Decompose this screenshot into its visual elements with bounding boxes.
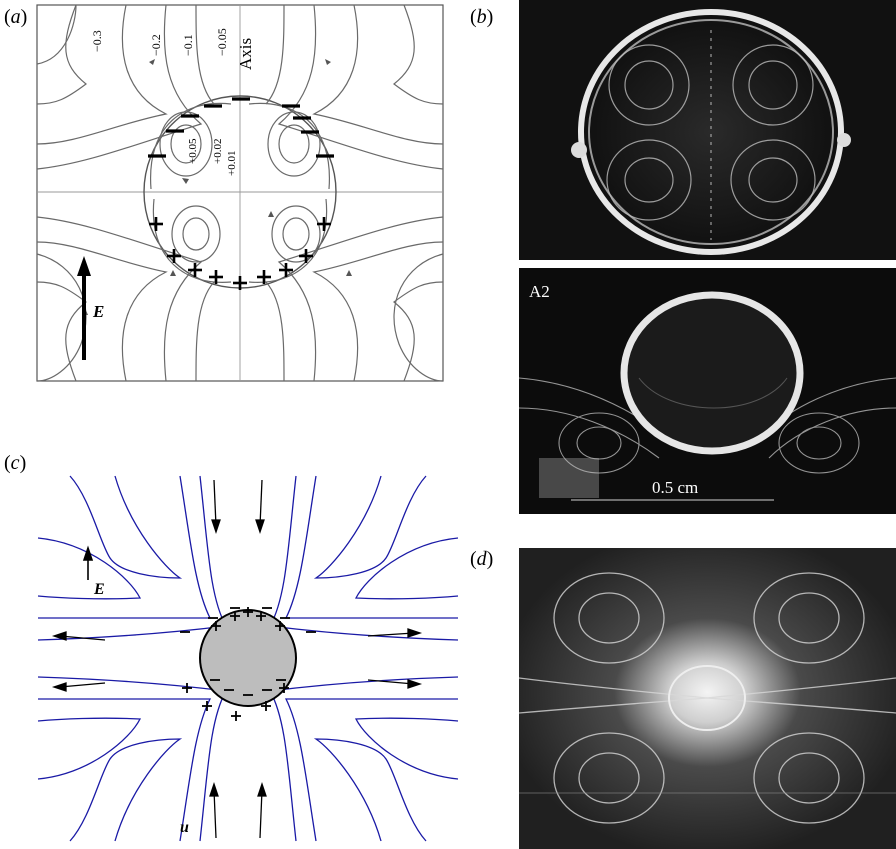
panel-a-e-field-arrow bbox=[77, 256, 91, 360]
panel-b-lower-streaks bbox=[519, 377, 896, 474]
panel-c-u-label: u bbox=[180, 819, 189, 836]
panel-b-photo-tag: A2 bbox=[529, 282, 550, 301]
panel-a-streamline-plot: E Axis −0.3 −0.2 −0.1 −0.05 +0.05 +0.02 … bbox=[36, 4, 444, 382]
panel-b-lower-photo: A2 0.5 cm bbox=[519, 268, 896, 514]
panel-a-inner-label-3: +0.01 bbox=[226, 151, 238, 176]
panel-c-charges bbox=[180, 607, 316, 721]
panel-c-flow-diagram: E u bbox=[37, 475, 459, 842]
panel-a-axis-label: Axis bbox=[236, 38, 255, 70]
panel-a-outer-streamlines-bottom bbox=[36, 4, 444, 382]
panel-b-upper-photo bbox=[519, 0, 896, 260]
panel-b-upper-circulation bbox=[606, 30, 816, 240]
panel-a-negative-charges bbox=[148, 97, 334, 158]
panel-d-label: (d) bbox=[470, 548, 494, 570]
panel-a-stream-label-1: −0.3 bbox=[90, 30, 104, 52]
panel-d-vortex-streaks bbox=[519, 572, 896, 824]
panel-a-stream-label-4: −0.05 bbox=[215, 28, 229, 56]
panel-a-inner-vortices-top bbox=[150, 102, 330, 190]
panel-a-stream-label-2: −0.2 bbox=[149, 34, 163, 56]
panel-d-photo bbox=[519, 548, 896, 849]
panel-c-e-label: E bbox=[93, 581, 105, 598]
panel-a-stream-label-3: −0.1 bbox=[181, 34, 195, 56]
panel-a-outer-streamlines-top bbox=[36, 4, 444, 170]
panel-a-inner-label-2: +0.02 bbox=[212, 139, 224, 164]
panel-c-label: (c) bbox=[4, 452, 27, 474]
panel-b-scale-label: 0.5 cm bbox=[652, 478, 699, 497]
panel-a-label: (a) bbox=[4, 6, 28, 28]
panel-b-label: (b) bbox=[470, 6, 494, 28]
panel-c-drop bbox=[199, 609, 297, 707]
panel-a-e-label: E bbox=[92, 302, 104, 321]
panel-b-upper-drop bbox=[578, 9, 844, 255]
panel-a-inner-label-1: +0.05 bbox=[187, 138, 199, 164]
panel-b-lower-drop bbox=[620, 291, 804, 455]
panel-c-flow-arrows bbox=[51, 479, 423, 839]
panel-d-drop bbox=[668, 665, 746, 731]
panel-a-positive-charges bbox=[149, 217, 331, 290]
panel-c-e-field-arrow bbox=[82, 545, 94, 580]
